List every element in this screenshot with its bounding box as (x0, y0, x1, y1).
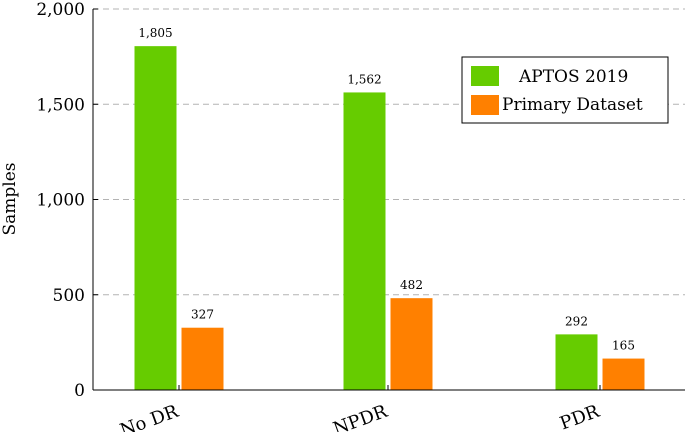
legend-label-aptos: APTOS 2019 (518, 67, 628, 87)
y-tick-label: 500 (53, 286, 85, 306)
data-label: 292 (565, 314, 588, 328)
y-tick-label: 1,000 (36, 191, 85, 211)
bar-no-dr-aptos (134, 46, 177, 391)
x-tick-label: No DR (117, 401, 181, 432)
bar-pdr-primary (602, 358, 645, 390)
bars (134, 46, 645, 391)
y-ticks: 0 500 1,000 1,500 2,000 (36, 0, 98, 401)
x-ticks: No DR NPDR PDR (117, 385, 602, 432)
x-tick-label: PDR (557, 401, 602, 432)
y-tick-label: 0 (74, 381, 85, 401)
gridlines (93, 8, 685, 296)
y-axis-title: Samples (0, 162, 20, 235)
x-tick-label: NPDR (330, 401, 390, 432)
data-label: 327 (191, 308, 214, 322)
legend-swatch-primary (471, 95, 499, 115)
data-label: 1,805 (138, 26, 172, 40)
data-label: 165 (612, 339, 635, 353)
bar-npdr-primary (390, 298, 433, 390)
y-tick-label: 2,000 (36, 0, 85, 20)
legend-swatch-aptos (471, 66, 499, 86)
data-labels: 1,805 327 1,562 482 292 165 (138, 26, 635, 352)
bar-pdr-aptos (555, 334, 598, 390)
legend-label-primary: Primary Dataset (502, 95, 643, 115)
bar-no-dr-primary (181, 327, 224, 390)
y-tick-label: 1,500 (36, 95, 85, 115)
legend: APTOS 2019 Primary Dataset (461, 56, 669, 124)
data-label: 482 (400, 278, 423, 292)
data-label: 1,562 (347, 72, 381, 86)
bar-npdr-aptos (343, 92, 386, 391)
